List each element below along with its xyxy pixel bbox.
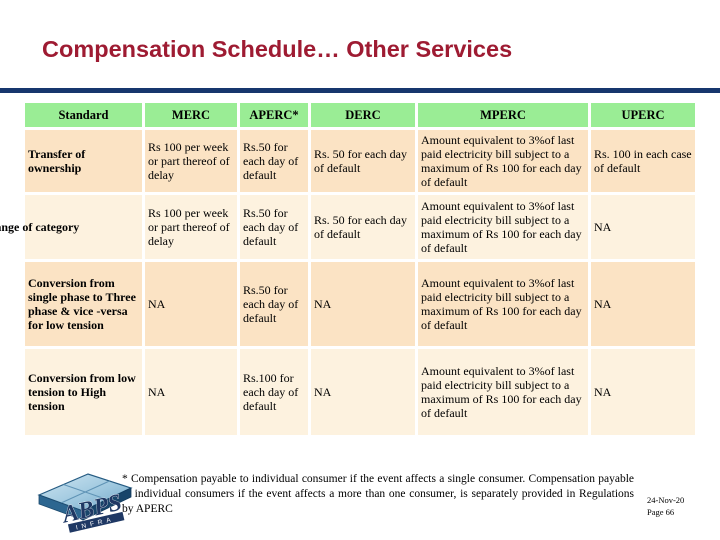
abps-logo: ABPS INFRA [37, 473, 133, 533]
table-cell: NA [311, 262, 415, 346]
table-cell: Rs.50 for each day of default [240, 262, 308, 346]
table-row: Conversion from low tension to High tens… [25, 349, 695, 435]
col-header-standard: Standard [25, 103, 142, 127]
table-cell-label: Change of category [0, 219, 80, 234]
table-cell: Rs. 50 for each day of default [311, 195, 415, 259]
logo-box-icon [37, 473, 133, 521]
slide-footer: 24-Nov-20 Page 66 [647, 495, 684, 519]
title-divider [0, 88, 720, 93]
table-cell: Rs 100 per week or part thereof of delay [145, 195, 237, 259]
col-header-aperc: APERC* [240, 103, 308, 127]
table-cell: Rs. 50 for each day of default [311, 130, 415, 192]
table-cell: Amount equivalent to 3%of last paid elec… [418, 349, 588, 435]
table-cell: Rs.50 for each day of default [240, 130, 308, 192]
col-header-derc: DERC [311, 103, 415, 127]
table-header-row: Standard MERC APERC* DERC MPERC UPERC [25, 103, 695, 127]
table-cell-standard: Transfer of ownership [25, 130, 142, 192]
table-cell: Rs 100 per week or part thereof of delay [145, 130, 237, 192]
table-cell: Amount equivalent to 3%of last paid elec… [418, 195, 588, 259]
table-cell: NA [591, 349, 695, 435]
table-row: Conversion from single phase to Three ph… [25, 262, 695, 346]
table-cell: NA [145, 349, 237, 435]
table-cell: Rs.50 for each day of default [240, 195, 308, 259]
table-cell: NA [311, 349, 415, 435]
page-title: Compensation Schedule… Other Services [42, 36, 513, 62]
col-header-uperc: UPERC [591, 103, 695, 127]
table-cell: Amount equivalent to 3%of last paid elec… [418, 262, 588, 346]
page-number: Page 66 [647, 506, 675, 517]
table-row: Change of category Rs 100 per week or pa… [0, 195, 695, 259]
table-cell: Amount equivalent to 3%of last paid elec… [418, 130, 588, 192]
col-header-merc: MERC [145, 103, 237, 127]
slide-date: 24-Nov-20 [647, 495, 685, 505]
table-cell-standard: Change of category [0, 195, 142, 259]
compensation-table: Standard MERC APERC* DERC MPERC UPERC Tr… [0, 100, 698, 438]
table-cell: NA [591, 262, 695, 346]
table-cell-standard: Conversion from low tension to High tens… [25, 349, 142, 435]
footnote: * Compensation payable to individual con… [122, 473, 634, 515]
table-cell: Rs.100 for each day of default [240, 349, 308, 435]
table-cell-standard: Conversion from single phase to Three ph… [25, 262, 142, 346]
table-cell: NA [591, 195, 695, 259]
table-cell: NA [145, 262, 237, 346]
table-row: Transfer of ownership Rs 100 per week or… [25, 130, 695, 192]
col-header-mperc: MPERC [418, 103, 588, 127]
table-cell: Rs. 100 in each case of default [591, 130, 695, 192]
